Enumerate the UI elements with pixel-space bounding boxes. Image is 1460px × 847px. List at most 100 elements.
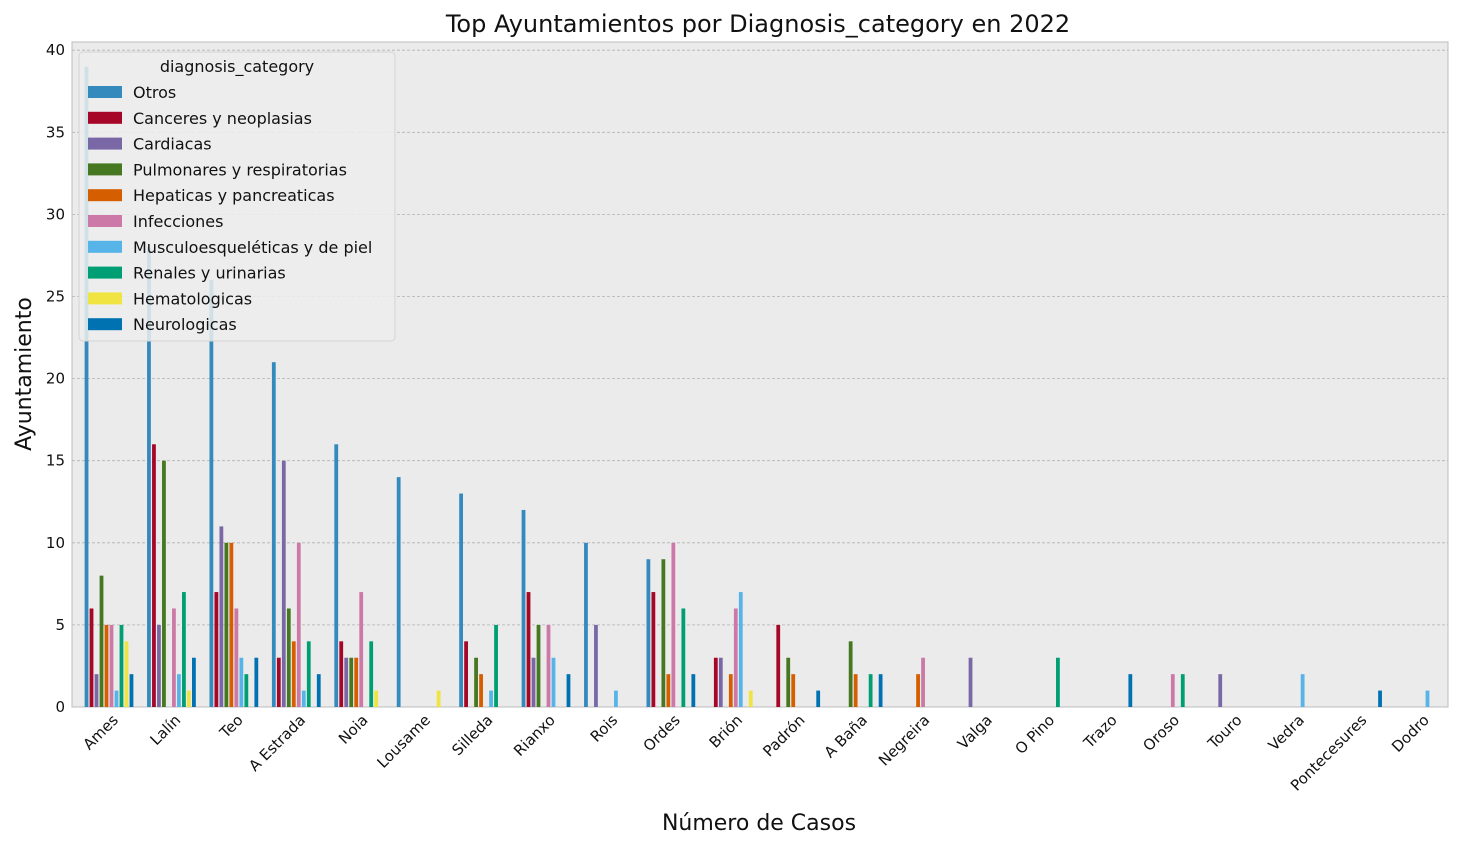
legend-entry: Renales y urinarias [133, 264, 286, 283]
bar: A Estrada — Otros: 21 [271, 362, 276, 707]
bar: Pontecesures — Neurologicas: 1 [1378, 690, 1382, 707]
bar: Brión — Musculoesqueléticas y de piel: 7 [738, 592, 743, 707]
bar: Ames — Renales y urinarias: 5 [119, 624, 124, 707]
x-tick-label: Padrón [759, 711, 808, 760]
legend-swatch [88, 111, 122, 124]
bar: Lalín — Pulmonares y respiratorias: 15 [162, 460, 166, 707]
bar: Brión — Hematologicas: 1 [748, 690, 753, 707]
bar: Ames — Pulmonares y respiratorias: 8 [99, 575, 104, 707]
bar: Lalín — Cardiacas: 5 [157, 624, 161, 707]
bar: A Estrada — Canceres y neoplasias: 3 [276, 657, 281, 707]
bar: A Estrada — Pulmonares y respiratorias: … [286, 608, 291, 707]
x-tick-label: Rianxo [510, 711, 559, 760]
bar: Noia — Hepaticas y pancreaticas: 3 [354, 657, 359, 707]
y-axis-title: Ayuntamiento [12, 297, 37, 451]
legend: diagnosis_category Otros Canceres y neopl… [78, 51, 396, 342]
bar: Teo — Pulmonares y respiratorias: 10 [224, 542, 229, 707]
x-tick-label: Teo [216, 711, 247, 742]
bar: Ames — Canceres y neoplasias: 6 [89, 608, 94, 707]
legend-swatch [88, 163, 122, 176]
grid-lines [72, 49, 1448, 626]
bar: Teo — Otros: 26 [209, 280, 214, 707]
x-tick-label: Ames [79, 711, 121, 753]
bar: Silleda — Hepaticas y pancreaticas: 2 [479, 674, 483, 707]
bar: Noia — Cardiacas: 3 [344, 657, 349, 707]
bar: Lalín — Canceres y neoplasias: 16 [152, 444, 156, 707]
bar: Vedra — Musculoesqueléticas y de piel: 2 [1300, 674, 1305, 707]
bar: Teo — Hepaticas y pancreaticas: 10 [229, 542, 234, 707]
bar: Teo — Renales y urinarias: 2 [244, 674, 249, 707]
legend-entry: Infecciones [133, 212, 223, 231]
x-tick-label: Ordes [640, 711, 684, 755]
y-tick-label: 25 [46, 288, 65, 306]
bar: Silleda — Pulmonares y respiratorias: 3 [474, 657, 478, 707]
x-tick-label: Rois [587, 711, 622, 746]
bar: Ordes — Renales y urinarias: 6 [681, 608, 686, 707]
bar: Ames — Infecciones: 5 [109, 624, 114, 707]
legend-box [78, 51, 396, 342]
bar: Rianxo — Cardiacas: 3 [531, 657, 536, 707]
bar: A Baña — Renales y urinarias: 2 [868, 674, 873, 707]
bar: Teo — Neurologicas: 3 [254, 657, 259, 707]
bar: A Estrada — Neurologicas: 2 [316, 674, 321, 707]
bar: Rois — Cardiacas: 5 [594, 624, 598, 707]
bar: A Baña — Neurologicas: 2 [878, 674, 883, 707]
bar: Silleda — Musculoesqueléticas y de piel:… [489, 690, 493, 707]
x-tick-label: A Estrada [245, 711, 309, 775]
bar: A Baña — Pulmonares y respiratorias: 4 [848, 641, 853, 707]
x-tick-label: A Baña [821, 711, 871, 761]
bar: A Estrada — Infecciones: 10 [296, 542, 301, 707]
x-tick-label: Silleda [448, 711, 496, 759]
bar: Lalín — Neurologicas: 3 [192, 657, 196, 707]
bar: Padrón — Neurologicas: 1 [816, 690, 821, 707]
bar: Lousame — Hematologicas: 1 [436, 690, 441, 707]
bar: Noia — Renales y urinarias: 4 [369, 641, 374, 707]
bar: Dodro — Musculoesqueléticas y de piel: 1 [1425, 690, 1430, 707]
bar: Teo — Canceres y neoplasias: 7 [214, 592, 219, 707]
bar: Padrón — Pulmonares y respiratorias: 3 [786, 657, 791, 707]
x-tick-label: Vedra [1265, 711, 1308, 754]
bar: Ordes — Canceres y neoplasias: 7 [651, 592, 656, 707]
bar: Brión — Cardiacas: 3 [718, 657, 723, 707]
x-tick-label: Valga [954, 711, 996, 753]
legend-entry: Hematologicas [133, 289, 252, 308]
bar: Lalín — Musculoesqueléticas y de piel: 2 [177, 674, 181, 707]
legend-entry: Neurologicas [133, 315, 237, 334]
bar: Rianxo — Musculoesqueléticas y de piel: … [551, 657, 556, 707]
y-tick-label: 30 [46, 205, 65, 223]
bar: Silleda — Otros: 13 [459, 493, 463, 707]
bar: Brión — Canceres y neoplasias: 3 [713, 657, 718, 707]
legend-title: diagnosis_category [160, 57, 314, 77]
bar: A Baña — Hepaticas y pancreaticas: 2 [853, 674, 858, 707]
bar: A Estrada — Musculoesqueléticas y de pie… [301, 690, 306, 707]
legend-entry: Otros [133, 83, 176, 102]
bar: Lalín — Hematologicas: 1 [187, 690, 191, 707]
y-tick-label: 0 [55, 698, 65, 716]
y-tick-label: 5 [55, 616, 65, 634]
bar: Lousame — Otros: 14 [396, 477, 401, 707]
bar: Negreira — Hepaticas y pancreaticas: 2 [916, 674, 920, 707]
bar: Valga — Cardiacas: 3 [968, 657, 973, 707]
x-tick-label: Lousame [373, 711, 434, 772]
bar: Silleda — Renales y urinarias: 5 [494, 624, 498, 707]
legend-entry: Musculoesqueléticas y de piel [133, 238, 372, 257]
x-tick-label: Noia [335, 711, 372, 748]
bar: Ordes — Neurologicas: 2 [691, 674, 696, 707]
legend-entry: Hepaticas y pancreaticas [133, 186, 335, 205]
bar: Silleda — Canceres y neoplasias: 4 [464, 641, 468, 707]
bar: Ordes — Hepaticas y pancreaticas: 2 [666, 674, 671, 707]
bar: A Estrada — Cardiacas: 15 [281, 460, 286, 707]
legend-entry: Canceres y neoplasias [133, 109, 312, 128]
bar: Teo — Musculoesqueléticas y de piel: 3 [239, 657, 244, 707]
bar: Noia — Canceres y neoplasias: 4 [339, 641, 344, 707]
bar: Rois — Musculoesqueléticas y de piel: 1 [614, 690, 618, 707]
x-tick-label: O Pino [1011, 711, 1058, 758]
y-tick-label: 40 [46, 41, 65, 59]
bar: Ordes — Pulmonares y respiratorias: 9 [661, 559, 666, 707]
bar: Touro — Cardiacas: 2 [1218, 674, 1223, 707]
y-tick-label: 10 [46, 534, 65, 552]
bar: Lalín — Otros: 28 [147, 247, 151, 707]
legend-swatch [88, 137, 122, 150]
bar: Brión — Infecciones: 6 [733, 608, 738, 707]
